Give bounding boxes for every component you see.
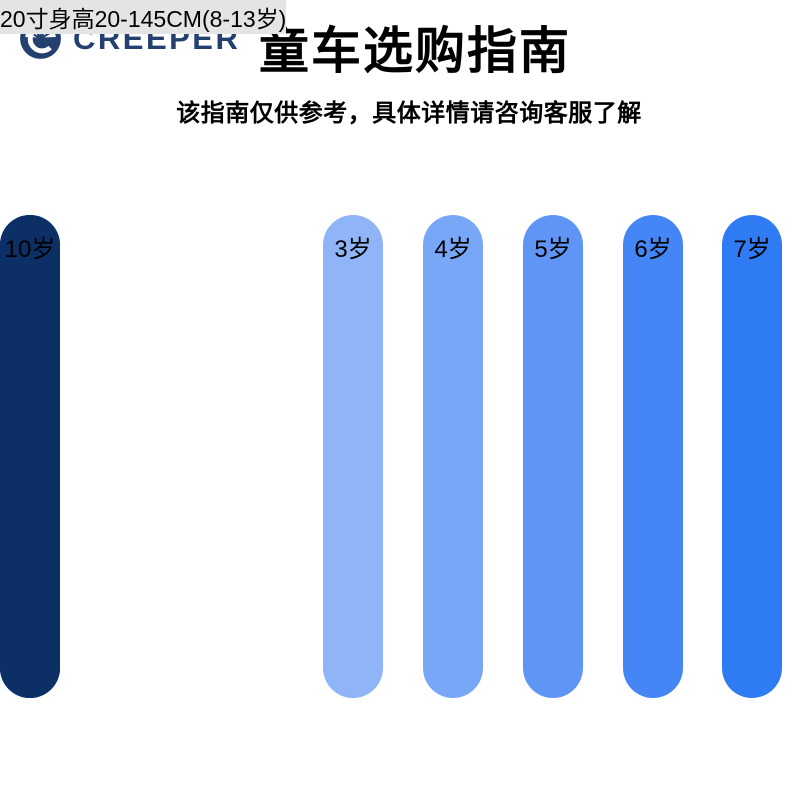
age-bar-3: 3岁 (323, 215, 383, 698)
page-subtitle: 该指南仅供参考，具体详情请咨询客服了解 (176, 100, 642, 127)
size-band-label: 20寸身高20-145CM(8-13岁) (0, 6, 287, 32)
size-band-20inch: 20寸身高20-145CM(8-13岁) (0, 0, 287, 34)
age-label: 6岁 (634, 236, 672, 263)
age-label: 10岁 (4, 236, 56, 263)
age-label: 5岁 (534, 236, 572, 263)
age-bar-10: 10岁 (0, 215, 60, 698)
age-label: 4岁 (434, 236, 472, 263)
age-label: 7岁 (733, 236, 771, 263)
age-bar-4: 4岁 (423, 215, 483, 698)
age-bar-5: 5岁 (523, 215, 583, 698)
page-title: 童车选购指南 (259, 23, 571, 79)
age-bar-7: 7岁 (722, 215, 782, 698)
age-label: 3岁 (334, 236, 372, 263)
age-bar-6: 6岁 (623, 215, 683, 698)
